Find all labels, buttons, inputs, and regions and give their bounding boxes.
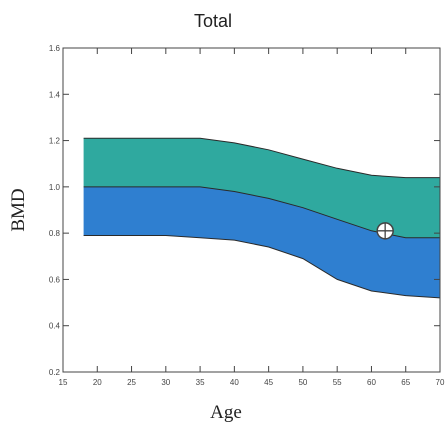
chart-title: Total: [194, 11, 232, 31]
bands-group: [83, 137, 441, 299]
lower-band-area: [83, 186, 440, 298]
lower-boundary-line: [83, 235, 441, 299]
y-tick-label: 1.0: [49, 183, 61, 192]
x-axis-label: Age: [210, 402, 242, 423]
y-tick-label: 0.2: [49, 368, 61, 377]
patient-marker-group: [376, 222, 394, 240]
y-tick-label: 1.2: [49, 137, 61, 146]
x-tick-label: 15: [59, 378, 68, 387]
y-axis-label: BMD: [8, 188, 29, 231]
x-tick-label: 70: [436, 378, 445, 387]
x-tick-label: 20: [93, 378, 102, 387]
x-tick-label: 65: [401, 378, 410, 387]
y-tick-label: 1.4: [49, 90, 61, 99]
upper-band-area: [83, 138, 440, 238]
x-tick-label: 50: [298, 378, 307, 387]
x-tick-label: 30: [161, 378, 170, 387]
ticks-group: 15 20 25 30 35 40 45 50 55 60 65 70 0.2 0.4 0.6 0.8 1.0 1…: [49, 44, 445, 387]
y-tick-label: 0.4: [49, 322, 61, 331]
x-tick-label: 25: [127, 378, 136, 387]
y-tick-label: 1.6: [49, 44, 61, 53]
x-tick-label: 55: [333, 378, 342, 387]
x-tick-label: 45: [264, 378, 273, 387]
plot-frame: [62, 47, 441, 373]
x-tick-label: 35: [196, 378, 205, 387]
x-tick-label: 40: [230, 378, 239, 387]
upper-boundary-line: [83, 137, 440, 179]
x-tick-label: 60: [367, 378, 376, 387]
y-tick-label: 0.6: [49, 275, 61, 284]
y-tick-label: 0.8: [49, 229, 61, 238]
